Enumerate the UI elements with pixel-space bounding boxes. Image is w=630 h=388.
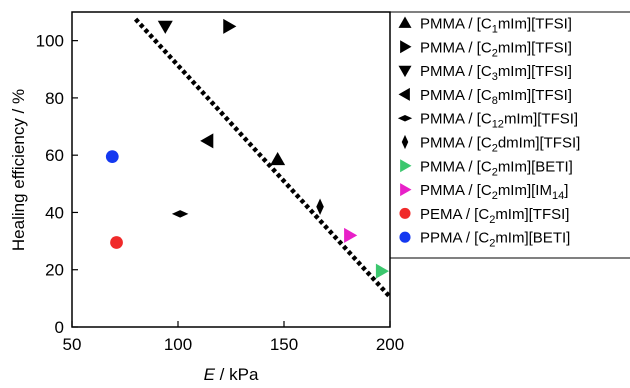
- y-axis-title: Healing efficiency / %: [9, 89, 28, 251]
- legend: PMMA / [C1mIm][TFSI]PMMA / [C2mIm][TFSI]…: [389, 11, 630, 259]
- legend-text-part: PMMA / [C: [420, 111, 492, 128]
- legend-label: PMMA / [C8mIm][TFSI]: [420, 87, 572, 107]
- legend-text-part: PMMA / [C: [420, 39, 492, 56]
- data-point: [171, 210, 189, 218]
- legend-item: PMMA / [C1mIm][TFSI]: [398, 16, 572, 36]
- x-axis-title-unit: / kPa: [215, 365, 259, 384]
- x-axis-title: E / kPa: [204, 365, 259, 384]
- legend-label: PMMA / [C2mIm][TFSI]: [420, 39, 572, 59]
- legend-marker: [400, 159, 412, 173]
- legend-label: PMMA / [C1mIm][TFSI]: [420, 16, 572, 36]
- legend-item: PMMA / [C2mIm][BETI]: [400, 158, 573, 178]
- data-point: [110, 236, 123, 249]
- legend-text-part: PMMA / [C: [420, 158, 492, 175]
- legend-marker: [398, 87, 410, 101]
- legend-text-part: mIm][TFSI]: [504, 111, 578, 128]
- legend-text-part: PMMA / [C: [420, 182, 492, 199]
- y-tick-label: 0: [55, 318, 64, 337]
- legend-item: PMMA / [C2mIm][IM14]: [400, 182, 568, 202]
- legend-item: PPMA / [C2mIm][BETI]: [399, 230, 570, 250]
- legend-text-part: mIm][TFSI]: [495, 206, 569, 223]
- legend-marker: [397, 114, 413, 122]
- legend-marker: [398, 16, 412, 28]
- y-tick-label: 60: [45, 146, 64, 165]
- legend-item: PMMA / [C8mIm][TFSI]: [398, 87, 572, 107]
- legend-label: PMMA / [C3mIm][TFSI]: [420, 63, 572, 83]
- y-tick-label: 100: [36, 32, 64, 51]
- data-point: [200, 133, 214, 149]
- legend-text-part: mIm][IM: [498, 182, 552, 199]
- legend-text-part: PEMA / [C: [420, 206, 489, 223]
- legend-item: PMMA / [C12mIm][TFSI]: [397, 111, 578, 131]
- legend-marker: [399, 231, 411, 243]
- legend-text-part: PMMA / [C: [420, 135, 492, 152]
- legend-subscript: 12: [492, 119, 504, 131]
- legend-text-part: mIm][BETI]: [498, 158, 573, 175]
- legend-marker: [398, 65, 412, 78]
- legend-subscript: 2: [492, 143, 498, 155]
- trend-line: [133, 17, 390, 299]
- legend-text-part: ]: [564, 182, 568, 199]
- x-tick-label: 100: [164, 335, 192, 354]
- data-point: [344, 227, 358, 243]
- legend-text-part: mIm][BETI]: [495, 230, 570, 247]
- legend-label: PMMA / [C2dmIm][TFSI]: [420, 135, 580, 155]
- legend-subscript: 2: [489, 238, 495, 250]
- y-tick-label: 20: [45, 261, 64, 280]
- legend-label: PMMA / [C2mIm][BETI]: [420, 158, 573, 178]
- legend-subscript: 14: [552, 190, 564, 202]
- data-points: [105, 18, 390, 279]
- legend-subscript: 8: [492, 95, 498, 107]
- legend-text-part: mIm][TFSI]: [498, 63, 572, 80]
- legend-text-part: mIm][TFSI]: [498, 39, 572, 56]
- legend-marker: [400, 183, 412, 197]
- y-tick-label: 40: [45, 203, 64, 222]
- legend-subscript: 1: [492, 24, 498, 36]
- plot-frame: [71, 11, 391, 328]
- axis-tick-labels: 50 100 150 200 0 20 40 60 80 100: [36, 32, 405, 354]
- y-tick-label: 80: [45, 89, 64, 108]
- legend-marker: [400, 40, 412, 54]
- legend-text-part: dmIm][TFSI]: [498, 135, 581, 152]
- trend-line-layer: [133, 17, 390, 299]
- data-point: [157, 20, 173, 34]
- legend-subscript: 2: [492, 47, 498, 59]
- legend-subscript: 3: [492, 71, 498, 83]
- x-tick-label: 200: [376, 335, 404, 354]
- legend-label: PPMA / [C2mIm][BETI]: [420, 230, 570, 250]
- legend-item: PMMA / [C3mIm][TFSI]: [398, 63, 572, 83]
- data-point: [223, 18, 237, 34]
- x-axis-title-italic: E: [204, 365, 216, 384]
- legend-frame: [389, 11, 630, 259]
- legend-text-part: mIm][TFSI]: [498, 16, 572, 33]
- legend-text-part: PMMA / [C: [420, 87, 492, 104]
- legend-label: PMMA / [C2mIm][IM14]: [420, 182, 568, 202]
- data-point: [105, 150, 119, 163]
- x-tick-label: 50: [63, 335, 82, 354]
- legend-text-part: PMMA / [C: [420, 63, 492, 80]
- data-point: [316, 198, 324, 215]
- legend-subscript: 2: [489, 214, 495, 226]
- x-tick-label: 150: [270, 335, 298, 354]
- legend-subscript: 2: [492, 190, 498, 202]
- legend-subscript: 2: [492, 166, 498, 178]
- legend-item: PMMA / [C2dmIm][TFSI]: [401, 134, 580, 155]
- legend-text-part: PMMA / [C: [420, 16, 492, 33]
- legend-text-part: PPMA / [C: [420, 230, 489, 247]
- legend-label: PMMA / [C12mIm][TFSI]: [420, 111, 578, 131]
- axis-ticks: [71, 40, 391, 328]
- legend-label: PEMA / [C2mIm][TFSI]: [420, 206, 569, 226]
- data-point: [270, 151, 286, 166]
- legend-marker: [401, 134, 409, 150]
- data-point: [375, 263, 390, 279]
- legend-item: PMMA / [C2mIm][TFSI]: [400, 39, 572, 59]
- legend-text-part: mIm][TFSI]: [498, 87, 572, 104]
- legend-marker: [399, 207, 411, 219]
- legend-item: PEMA / [C2mIm][TFSI]: [399, 206, 569, 226]
